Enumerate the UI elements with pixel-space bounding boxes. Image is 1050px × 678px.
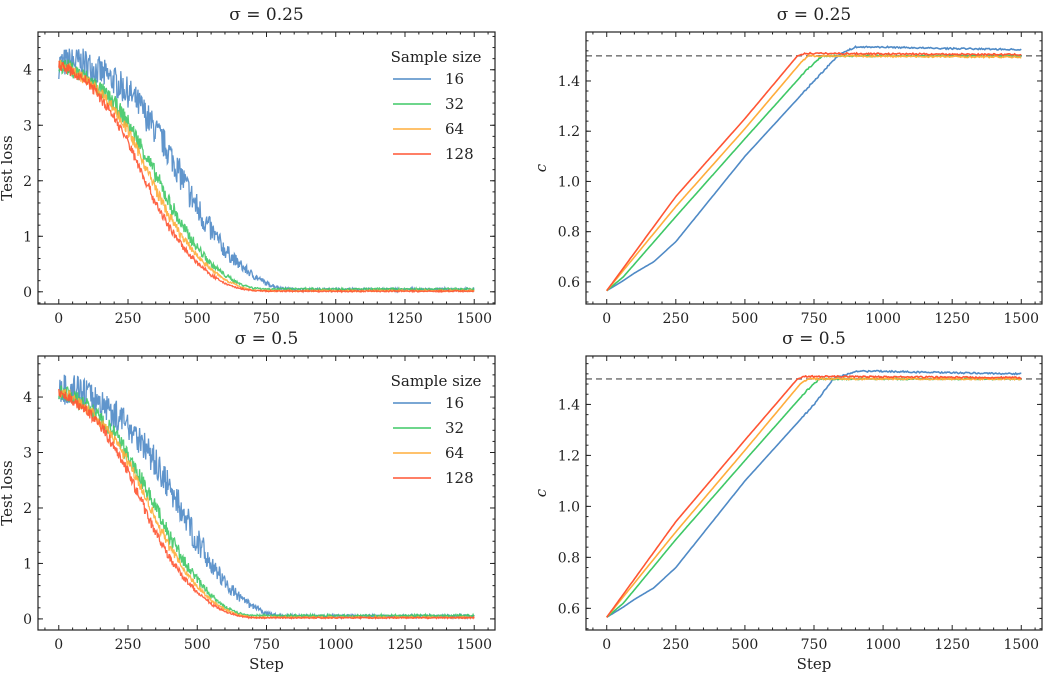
legend: Sample size 16 32 64 128 bbox=[391, 372, 482, 487]
series-line-16 bbox=[58, 48, 475, 294]
y-tick-label: 1 bbox=[23, 229, 32, 245]
x-tick-label: 1250 bbox=[934, 311, 970, 327]
y-tick-label: 3 bbox=[23, 446, 32, 462]
x-tick-label: 0 bbox=[54, 311, 63, 327]
y-tick-label: 1 bbox=[23, 556, 32, 572]
x-tick-label: 500 bbox=[184, 637, 211, 653]
x-tick-label: 0 bbox=[602, 311, 611, 327]
x-tick-label: 1250 bbox=[934, 637, 970, 653]
legend-label: 32 bbox=[445, 95, 464, 113]
subplot-title: σ = 0.25 bbox=[777, 5, 852, 25]
x-tick-label: 500 bbox=[184, 311, 211, 327]
series-line-64 bbox=[58, 388, 475, 620]
x-tick-label: 750 bbox=[801, 637, 828, 653]
legend-label: 16 bbox=[445, 394, 464, 412]
series-line-32 bbox=[606, 53, 1022, 292]
x-tick-label: 750 bbox=[253, 637, 280, 653]
y-tick-label: 0 bbox=[23, 612, 32, 628]
y-axis-label: Test loss bbox=[0, 460, 16, 525]
x-tick-label: 1250 bbox=[387, 637, 423, 653]
x-tick-label: 1000 bbox=[865, 637, 901, 653]
y-tick-label: 4 bbox=[23, 390, 32, 406]
x-tick-label: 1500 bbox=[456, 311, 492, 327]
x-tick-label: 1000 bbox=[318, 637, 354, 653]
x-tick-label: 250 bbox=[115, 637, 142, 653]
legend-label: 128 bbox=[445, 145, 474, 163]
x-tick-label: 0 bbox=[602, 637, 611, 653]
x-tick-label: 1000 bbox=[318, 311, 354, 327]
y-tick-label: 1.0 bbox=[558, 174, 580, 190]
legend-label: 128 bbox=[445, 469, 474, 487]
series-line-64 bbox=[606, 376, 1022, 618]
series-line-32 bbox=[58, 385, 475, 619]
legend-title: Sample size bbox=[391, 48, 482, 66]
y-tick-label: 1.4 bbox=[558, 74, 580, 90]
series-line-16 bbox=[58, 374, 475, 621]
y-tick-label: 0 bbox=[23, 285, 32, 301]
legend-label: 16 bbox=[445, 70, 464, 88]
subplot-3: 0 250 500 750 1000 1250 1500 0.6 0.8 1.0 1.2 1.4 σ =… bbox=[532, 329, 1043, 673]
series-line-128 bbox=[606, 51, 1022, 292]
y-axis-label: Test loss bbox=[0, 135, 16, 200]
axes-frame bbox=[585, 355, 1043, 631]
x-tick-label: 1500 bbox=[1003, 637, 1039, 653]
y-tick-label: 1.4 bbox=[558, 397, 580, 413]
y-tick-label: 1.2 bbox=[558, 124, 580, 140]
y-tick-label: 0.8 bbox=[558, 550, 580, 566]
x-tick-label: 1250 bbox=[387, 311, 423, 327]
subplot-title: σ = 0.5 bbox=[235, 329, 299, 349]
legend-title: Sample size bbox=[391, 372, 482, 390]
x-tick-label: 250 bbox=[662, 637, 689, 653]
y-axis-label: c bbox=[532, 488, 550, 497]
x-tick-label: 250 bbox=[662, 311, 689, 327]
y-tick-label: 0.6 bbox=[558, 275, 580, 291]
x-tick-label: 1000 bbox=[865, 311, 901, 327]
x-axis-label: Step bbox=[249, 655, 284, 673]
series-line-128 bbox=[58, 60, 475, 294]
series-line-32 bbox=[58, 59, 475, 293]
y-tick-label: 2 bbox=[23, 501, 32, 517]
x-axis-label: Step bbox=[797, 655, 832, 673]
series-line-32 bbox=[606, 376, 1022, 618]
y-tick-label: 1.0 bbox=[558, 499, 580, 515]
subplot-title: σ = 0.25 bbox=[229, 5, 304, 25]
legend-label: 64 bbox=[445, 120, 464, 138]
x-tick-label: 500 bbox=[732, 637, 759, 653]
y-tick-label: 0.8 bbox=[558, 225, 580, 241]
axes-frame bbox=[585, 31, 1043, 305]
subplot-1: 0 250 500 750 1000 1250 1500 0.6 0.8 1.0 1.2 1.4 σ =… bbox=[532, 5, 1043, 327]
legend: Sample size 16 32 64 128 bbox=[391, 48, 482, 163]
y-tick-label: 4 bbox=[23, 63, 32, 79]
legend-label: 32 bbox=[445, 419, 464, 437]
series-line-128 bbox=[606, 374, 1022, 618]
subplot-title: σ = 0.5 bbox=[782, 329, 846, 349]
x-tick-label: 250 bbox=[115, 311, 142, 327]
x-tick-label: 750 bbox=[253, 311, 280, 327]
x-tick-label: 1500 bbox=[1003, 311, 1039, 327]
y-axis-label: c bbox=[532, 163, 550, 172]
x-tick-label: 750 bbox=[801, 311, 828, 327]
subplot-2: 0 250 500 750 1000 1250 1500 0 1 2 3 4 σ = 0.5 Test l… bbox=[0, 329, 496, 673]
series-line-16 bbox=[606, 369, 1022, 618]
x-tick-label: 1500 bbox=[456, 637, 492, 653]
y-tick-label: 1.2 bbox=[558, 448, 580, 464]
y-tick-label: 0.6 bbox=[558, 601, 580, 617]
series-line-128 bbox=[58, 388, 475, 620]
x-tick-label: 500 bbox=[732, 311, 759, 327]
y-tick-label: 3 bbox=[23, 118, 32, 134]
x-tick-label: 0 bbox=[54, 637, 63, 653]
legend-label: 64 bbox=[445, 444, 464, 462]
y-tick-label: 2 bbox=[23, 174, 32, 190]
series-line-64 bbox=[606, 54, 1022, 292]
series-line-64 bbox=[58, 59, 475, 293]
series-line-16 bbox=[606, 45, 1022, 292]
subplot-0: 0 250 500 750 1000 1250 1500 0 1 2 3 4 σ = 0.25 Test … bbox=[0, 5, 496, 327]
